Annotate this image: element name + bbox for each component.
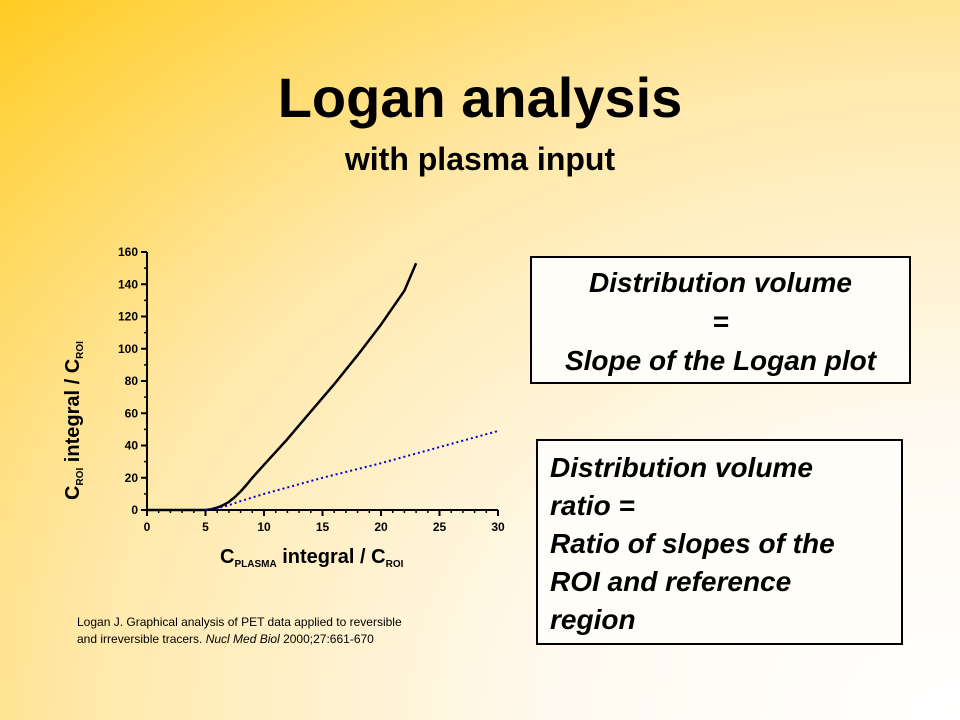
box2-line-1: Distribution volume <box>550 452 813 483</box>
y-tick-label: 0 <box>131 503 138 517</box>
box2-line-2: ratio = <box>550 490 635 521</box>
box1-line-3: Slope of the Logan plot <box>564 345 877 376</box>
citation: Logan J. Graphical analysis of PET data … <box>77 614 402 648</box>
logan-plot: 0 20 40 60 80 100 120 140 160 0 5 10 15 20 25 30 <box>118 245 505 534</box>
plot-axes <box>146 252 498 511</box>
y-tick-label: 160 <box>118 245 138 259</box>
reference-region-line <box>205 430 499 511</box>
plot-series <box>147 262 499 512</box>
citation-line-2: and irreversible tracers. Nucl Med Biol … <box>77 632 374 646</box>
y-tick-label: 40 <box>125 439 139 453</box>
box2-line-4: ROI and reference <box>550 566 792 597</box>
box1-line-2: = <box>712 306 729 337</box>
x-tick-label: 0 <box>144 520 151 534</box>
box1-line-1: Distribution volume <box>589 267 852 298</box>
box2-line-5: region <box>550 604 636 635</box>
y-axis-label: CROI integral / CROI <box>62 341 86 500</box>
x-tick-label: 25 <box>433 520 447 534</box>
y-tick-label: 20 <box>125 471 139 485</box>
citation-line-1: Logan J. Graphical analysis of PET data … <box>77 615 402 629</box>
y-tick-label: 60 <box>125 406 139 420</box>
box2-line-3: Ratio of slopes of the <box>550 528 835 559</box>
y-tick-label: 80 <box>125 374 139 388</box>
x-tick-label: 15 <box>316 520 330 534</box>
y-tick-label: 120 <box>118 310 138 324</box>
y-tick-label: 140 <box>118 277 138 291</box>
citation-journal: Nucl Med Biol <box>205 632 280 646</box>
distribution-volume-ratio-box: Distribution volume ratio = Ratio of slo… <box>536 439 903 645</box>
x-tick-label: 20 <box>374 520 388 534</box>
x-tick-label: 30 <box>491 520 505 534</box>
y-tick-label: 100 <box>118 342 138 356</box>
x-tick-label: 5 <box>202 520 209 534</box>
roi-line <box>147 262 418 512</box>
slide-subtitle: with plasma input <box>344 141 616 177</box>
x-axis-label: CPLASMA integral / CROI <box>220 546 404 570</box>
distribution-volume-box: Distribution volume = Slope of the Logan… <box>530 256 911 384</box>
slide-title: Logan analysis <box>277 66 683 129</box>
plot-ticks: 0 20 40 60 80 100 120 140 160 0 5 10 15 20 25 30 <box>118 245 505 534</box>
x-tick-label: 10 <box>257 520 271 534</box>
